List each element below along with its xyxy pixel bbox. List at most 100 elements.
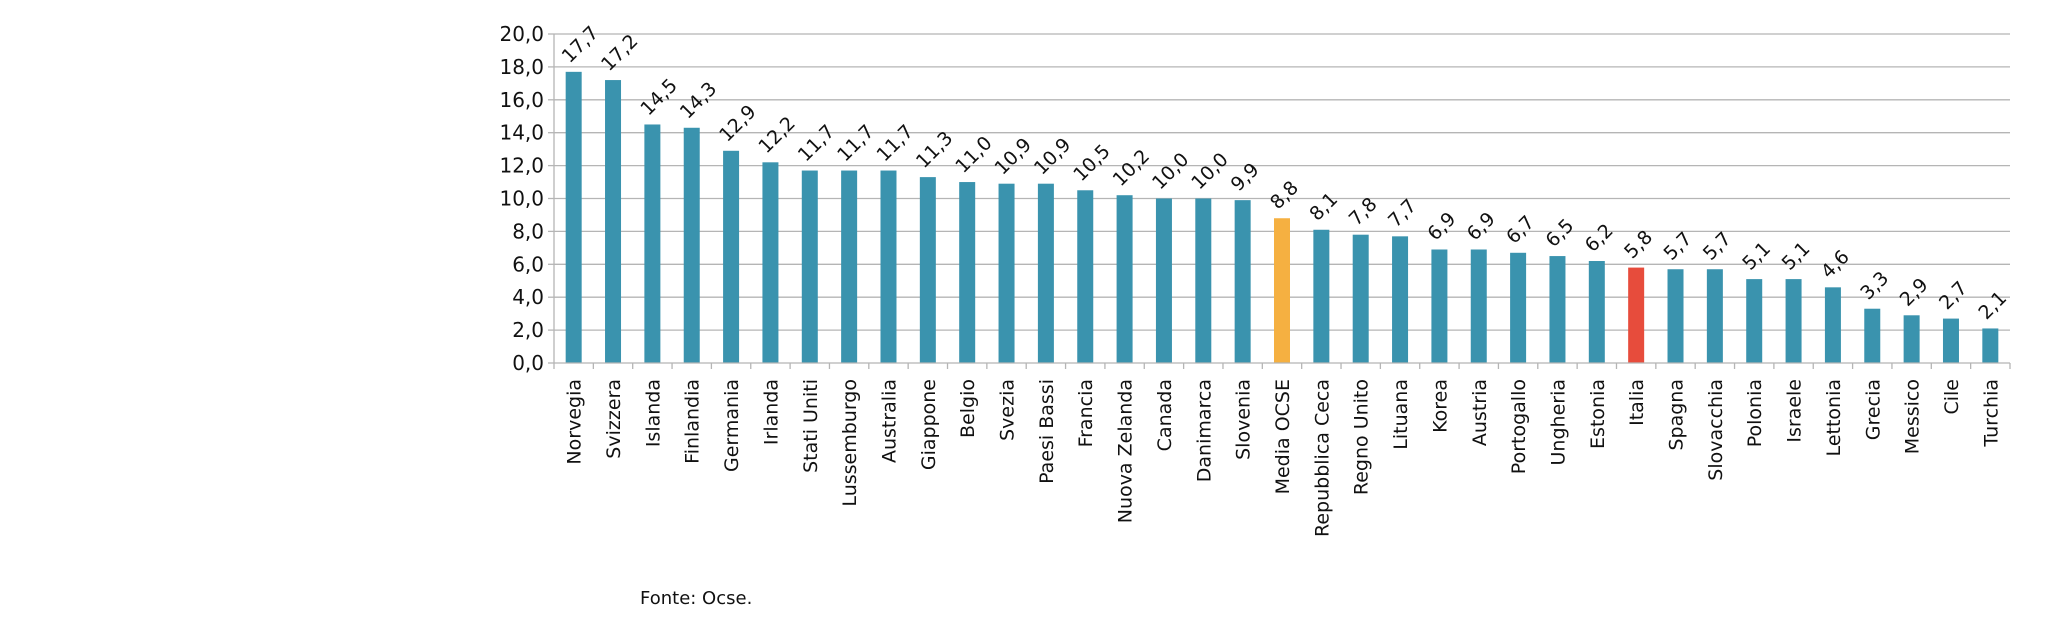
value-label: 12,9: [715, 101, 760, 146]
bar: [998, 183, 1015, 363]
source-note: Fonte: Ocse.: [640, 588, 753, 609]
bar: [683, 127, 700, 363]
x-tick-label: Spagna: [1666, 379, 1688, 451]
y-tick-label: 0,0: [512, 351, 544, 375]
y-tick-label: 8,0: [512, 219, 544, 243]
x-tick-label: Giappone: [918, 379, 940, 470]
axes: [553, 34, 2010, 364]
bar: [1352, 234, 1369, 363]
value-label: 2,9: [1896, 274, 1933, 311]
value-label: 5,7: [1699, 228, 1736, 265]
bar: [1234, 200, 1251, 363]
value-label: 8,8: [1266, 177, 1303, 214]
value-label: 11,0: [951, 132, 996, 177]
x-tick-label: Media OCSE: [1272, 379, 1294, 494]
y-axis-ticks: 0,0 2,0 4,0 6,0 8,0 10,0 12,0 14,0 16,0 18,0 20,0: [499, 22, 554, 375]
bar: [1037, 183, 1054, 363]
x-tick-label: Ungheria: [1547, 379, 1569, 465]
x-tick-label: Portogallo: [1508, 379, 1530, 474]
y-tick-label: 4,0: [512, 285, 544, 309]
bar: [1746, 279, 1763, 363]
bar: [1155, 198, 1172, 363]
value-label: 11,7: [794, 121, 839, 166]
x-tick-label: Slovenia: [1233, 379, 1255, 460]
bar: [1785, 279, 1802, 363]
y-tick-label: 18,0: [499, 55, 544, 79]
value-label: 10,0: [1148, 149, 1193, 194]
x-tick-label: Turchia: [1980, 379, 2002, 448]
bar: [1628, 267, 1645, 363]
bar: [605, 80, 622, 363]
x-tick-label: Danimarca: [1193, 379, 1215, 482]
x-tick-label: Estonia: [1587, 379, 1609, 449]
bar: [565, 71, 582, 364]
bar: [723, 150, 740, 363]
y-tick-label: 20,0: [499, 22, 544, 46]
bar: [841, 170, 858, 363]
x-tick-label: Finlandia: [682, 379, 704, 464]
value-label: 17,2: [597, 30, 642, 75]
value-label: 14,5: [636, 75, 681, 120]
x-tick-label: Cile: [1941, 379, 1963, 415]
value-label: 6,9: [1463, 208, 1500, 245]
x-tick-label: Canada: [1154, 379, 1176, 451]
bar: [1470, 249, 1487, 363]
value-label: 3,3: [1856, 267, 1893, 304]
x-tick-label: Australia: [878, 379, 900, 463]
x-tick-label: Polonia: [1744, 379, 1766, 447]
bar: [1549, 256, 1566, 363]
value-label: 11,7: [872, 121, 917, 166]
x-tick-label: Italia: [1626, 379, 1648, 426]
y-tick-label: 12,0: [499, 154, 544, 178]
x-tick-label: Francia: [1075, 379, 1097, 447]
x-tick-label: Lettonia: [1823, 379, 1845, 456]
x-tick-label: Nuova Zelanda: [1115, 379, 1137, 523]
x-tick-label: Austria: [1469, 379, 1491, 446]
x-tick-label: Svezia: [997, 379, 1019, 441]
value-label: 7,7: [1384, 195, 1421, 232]
x-tick-label: Germania: [721, 379, 743, 472]
value-label: 8,1: [1305, 188, 1342, 225]
value-label: 11,7: [833, 121, 878, 166]
bar: [1903, 315, 1920, 363]
value-label: 2,7: [1935, 277, 1972, 314]
value-label: 6,9: [1423, 208, 1460, 245]
value-label: 10,9: [991, 134, 1036, 179]
value-label: 10,9: [1030, 134, 1075, 179]
bar: [1274, 218, 1290, 363]
value-label: 2,1: [1974, 287, 2011, 324]
y-tick-label: 16,0: [499, 88, 544, 112]
x-tick-label: Regno Unito: [1351, 379, 1373, 495]
x-tick-label: Israele: [1784, 379, 1806, 443]
x-axis-ticks: Norvegia Svizzera Islanda Finlandia Germania…: [553, 363, 2011, 537]
x-tick-label: Svizzera: [603, 379, 625, 459]
y-tick-label: 14,0: [499, 121, 544, 145]
x-tick-label: Paesi Bassi: [1036, 379, 1058, 484]
value-label: 6,7: [1502, 211, 1539, 248]
bar: [644, 124, 661, 363]
x-tick-label: Messico: [1902, 379, 1924, 454]
value-label: 5,1: [1778, 238, 1815, 275]
x-tick-label: Grecia: [1862, 379, 1884, 440]
x-tick-label: Belgio: [957, 379, 979, 438]
bar: [1864, 308, 1881, 363]
x-tick-label: Stati Uniti: [800, 379, 822, 473]
bar: [1431, 249, 1448, 363]
value-label: 10,5: [1069, 140, 1114, 185]
y-tick-label: 10,0: [499, 187, 544, 211]
bar: [1392, 236, 1409, 363]
y-tick-label: 6,0: [512, 252, 544, 276]
bar: [1195, 198, 1212, 363]
bar: [919, 177, 936, 363]
x-tick-label: Lituana: [1390, 379, 1412, 450]
bar: [1824, 287, 1841, 363]
bar: [762, 162, 779, 363]
x-tick-label: Slovacchia: [1705, 379, 1727, 481]
bars: [565, 71, 1999, 364]
bar: [1706, 269, 1723, 363]
x-tick-label: Repubblica Ceca: [1311, 379, 1333, 537]
value-label: 10,0: [1187, 149, 1232, 194]
x-tick-label: Korea: [1429, 379, 1451, 433]
value-label: 14,3: [676, 78, 721, 123]
